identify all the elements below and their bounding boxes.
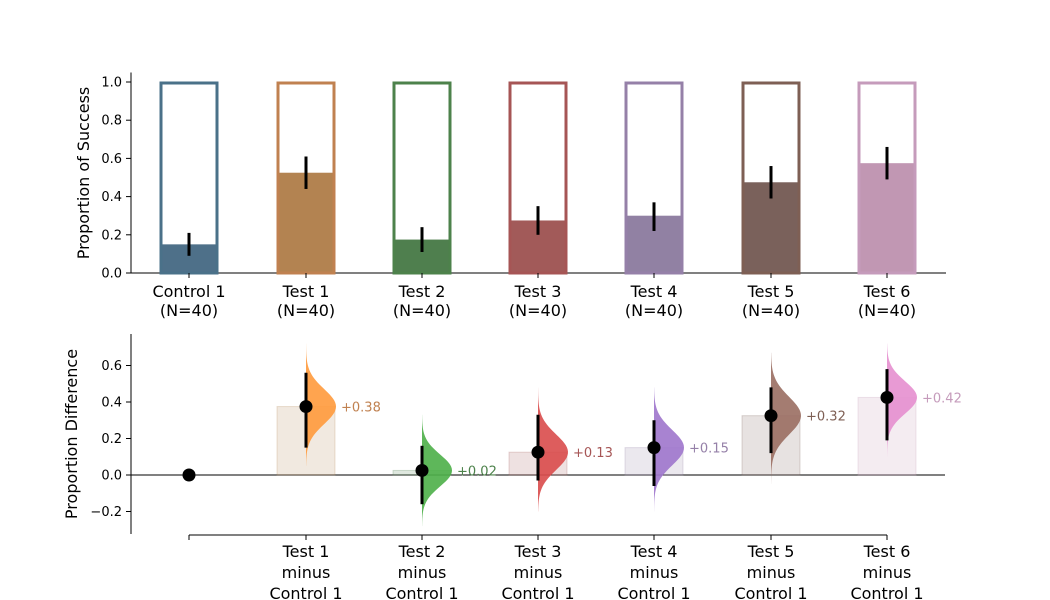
x-tick-label-line: minus [514,563,563,582]
bar-fill [277,172,335,273]
x-tick-label-line: Test 5 [747,542,795,561]
effect-size-label: +0.32 [806,410,846,425]
mean-difference-point [299,400,313,414]
effect-size-label: +0.13 [573,446,613,461]
x-tick-label: Test 3 (N=40) [509,282,567,320]
x-tick-label-line: Control 1 [152,282,225,301]
x-tick-label: Test 4 (N=40) [625,282,683,320]
x-tick-label-line: (N=40) [742,301,800,320]
y-axis-title: Proportion of Success [74,87,93,260]
bootstrap-distribution [654,387,684,512]
y-tick-label: 0.0 [101,469,122,484]
x-tick-label: Test 5 (N=40) [742,282,800,320]
effect-size-label: +0.15 [689,442,729,457]
bootstrap-distribution [771,352,801,485]
bootstrap-distribution [422,414,452,527]
y-tick-label: 0.6 [101,152,122,167]
y-tick-label: 1.0 [101,76,122,91]
x-tick-label-line: minus [630,563,679,582]
x-tick-label-line: (N=40) [393,301,451,320]
x-tick-label-line: (N=40) [160,301,218,320]
x-tick-label-line: minus [747,563,796,582]
x-tick-label-line: Test 2 [398,542,446,561]
y-tick-label: 0.2 [101,432,122,447]
mean-difference-point [531,445,545,459]
x-tick-label-line: (N=40) [277,301,335,320]
bootstrap-distribution [887,343,917,457]
x-tick-label-line: Control 1 [850,584,923,600]
x-tick-label: Test 4 minus Control 1 [617,542,690,600]
mean-difference-point [880,390,894,404]
x-tick-label: Test 2 (N=40) [393,282,451,320]
x-tick-label: Test 3 minus Control 1 [501,542,574,600]
y-tick-label: 0.2 [101,228,122,243]
difference-panel: −0.2 0.0 0.2 0.4 0.6 Proportion Difference +0.… [62,334,962,600]
x-tick-label-line: Test 4 [630,282,678,301]
proportion-panel: 0.0 0.2 0.4 0.6 0.8 1.0 Proportion of Success C… [74,72,946,320]
effect-size-label: +0.38 [341,401,381,416]
x-tick-label-line: Test 6 [863,542,911,561]
y-tick-label: 0.8 [101,114,122,129]
x-tick-label-line: minus [398,563,447,582]
x-tick-label: Control 1 (N=40) [152,282,225,320]
bootstrap-distribution [306,343,336,466]
mean-difference-point [764,409,778,423]
mean-difference-point [647,441,661,455]
x-tick-label: Test 6 minus Control 1 [850,542,923,600]
x-tick-label-line: Control 1 [617,584,690,600]
mean-difference-point [182,468,196,482]
x-tick-label: Test 1 (N=40) [277,282,335,320]
y-tick-label: 0.4 [101,396,122,411]
y-tick-label: −0.2 [90,505,122,520]
mean-difference-point [415,463,429,477]
x-tick-label-line: (N=40) [509,301,567,320]
x-tick-label-line: Control 1 [385,584,458,600]
x-tick-label: Test 1 minus Control 1 [269,542,342,600]
x-tick-label-line: Test 5 [747,282,795,301]
x-tick-label: Test 5 minus Control 1 [734,542,807,600]
y-tick-label: 0.0 [101,267,122,282]
y-axis-title: Proportion Difference [62,349,81,519]
y-tick-label: 0.4 [101,190,122,205]
x-tick-label-line: Test 4 [630,542,678,561]
x-tick-label: Test 2 minus Control 1 [385,542,458,600]
x-tick-label-line: Test 1 [282,542,330,561]
x-tick-label-line: Test 3 [514,282,562,301]
x-tick-label-line: (N=40) [858,301,916,320]
x-tick-label-line: Test 2 [398,282,446,301]
x-tick-label-line: Control 1 [734,584,807,600]
x-tick-label-line: Test 6 [863,282,911,301]
x-tick-label-line: Control 1 [269,584,342,600]
x-tick-label-line: Test 1 [282,282,330,301]
effect-size-label: +0.02 [457,464,497,479]
x-tick-label-line: Test 3 [514,542,562,561]
x-tick-label-line: (N=40) [625,301,683,320]
x-tick-label-line: minus [282,563,331,582]
bootstrap-distribution [538,387,568,512]
bar-fill [858,163,916,273]
y-tick-label: 0.6 [101,359,122,374]
x-tick-label: Test 6 (N=40) [858,282,916,320]
x-tick-label-line: Control 1 [501,584,574,600]
x-tick-label-line: minus [863,563,912,582]
effect-size-label: +0.42 [922,391,962,406]
